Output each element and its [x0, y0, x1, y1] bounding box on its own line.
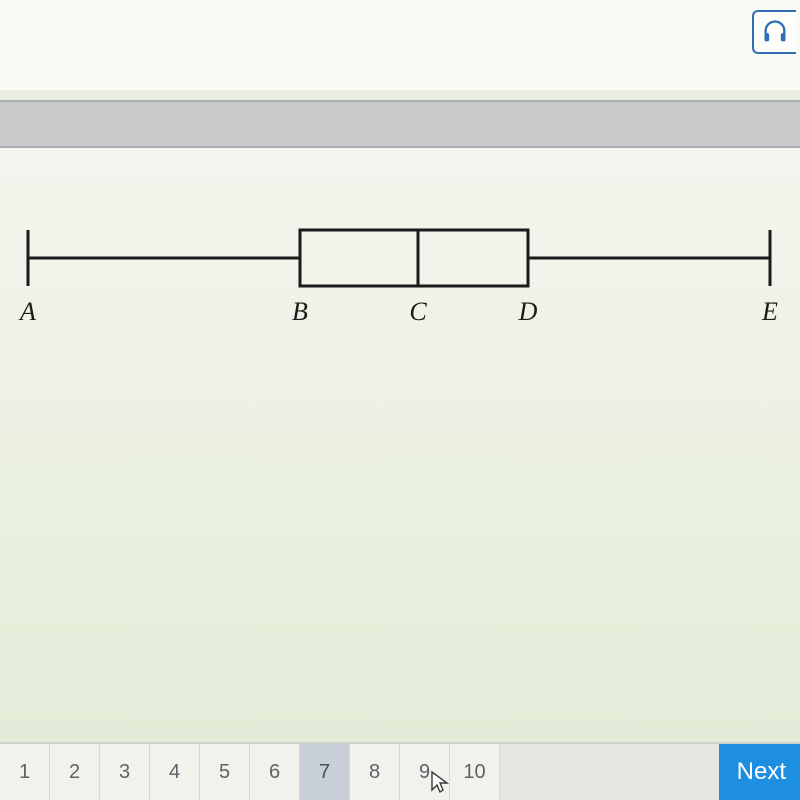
boxplot-label-a: A [18, 297, 36, 326]
page-button-6[interactable]: 6 [250, 744, 300, 800]
headset-icon [761, 18, 789, 46]
page-button-8[interactable]: 8 [350, 744, 400, 800]
boxplot-figure: A B C D E [18, 208, 782, 358]
top-area [0, 0, 800, 90]
page-button-2[interactable]: 2 [50, 744, 100, 800]
toolbar-strip [0, 100, 800, 148]
boxplot-label-c: C [409, 297, 427, 326]
boxplot-label-d: D [518, 297, 538, 326]
page-button-3[interactable]: 3 [100, 744, 150, 800]
pagination-bar: 12345678910 Next [0, 742, 800, 800]
boxplot-label-e: E [761, 297, 778, 326]
page-button-10[interactable]: 10 [450, 744, 500, 800]
next-button[interactable]: Next [719, 744, 800, 800]
boxplot-label-b: B [292, 297, 308, 326]
page-button-1[interactable]: 1 [0, 744, 50, 800]
boxplot-svg: A B C D E [18, 208, 782, 358]
page-button-9[interactable]: 9 [400, 744, 450, 800]
page-button-5[interactable]: 5 [200, 744, 250, 800]
page-button-7[interactable]: 7 [300, 744, 350, 800]
page-button-4[interactable]: 4 [150, 744, 200, 800]
headset-button[interactable] [752, 10, 796, 54]
content-area: A B C D E [0, 148, 800, 742]
